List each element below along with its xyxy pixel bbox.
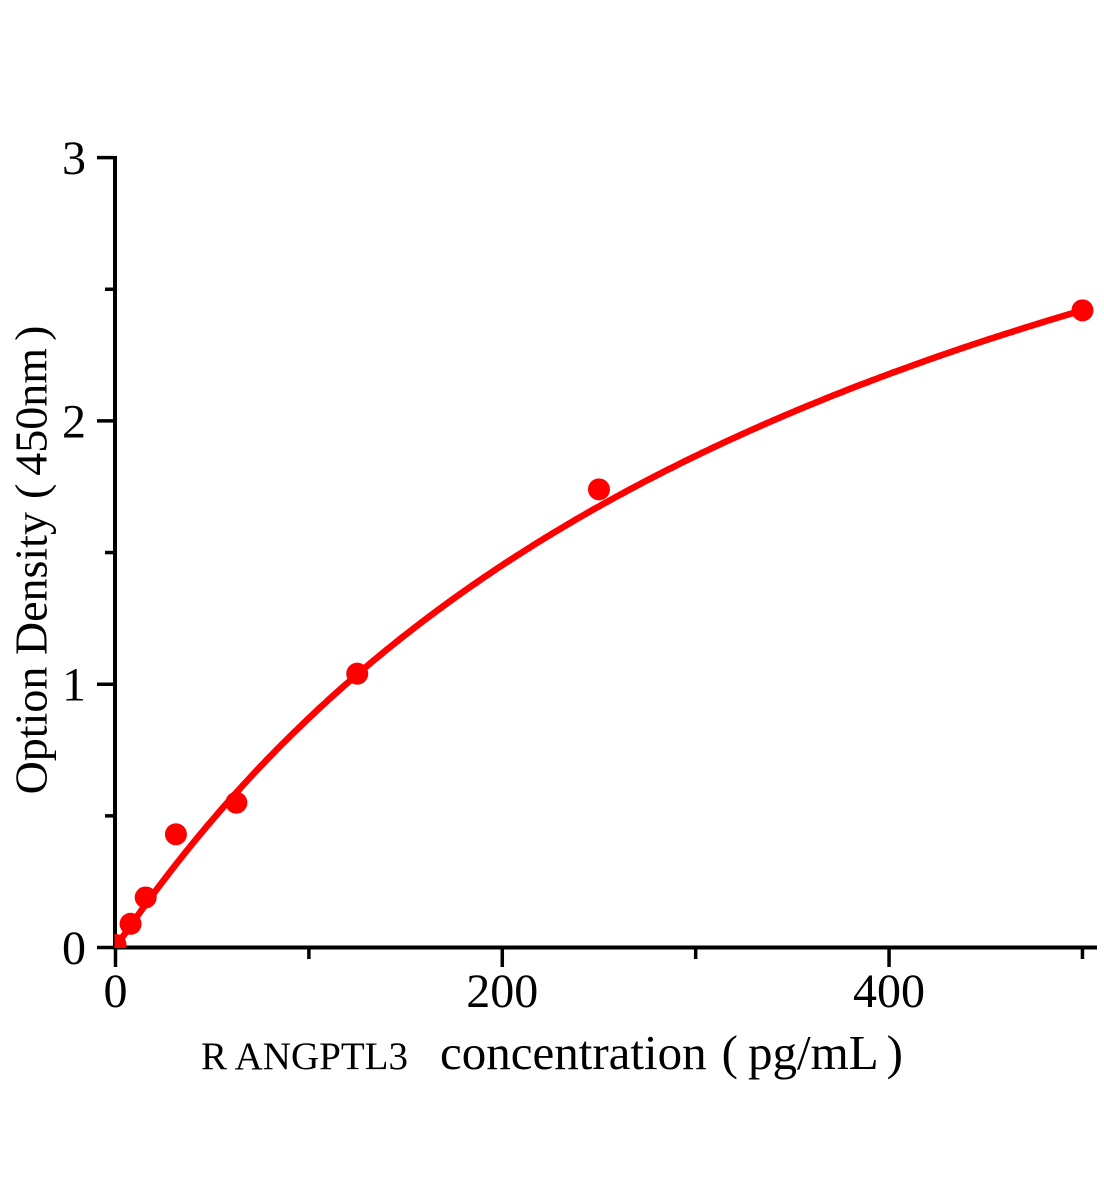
y-axis-title: Option Density (450nm) bbox=[5, 326, 58, 795]
y-tick-label: 3 bbox=[62, 132, 86, 185]
y-axis-title-paren-open-icon: ( bbox=[5, 483, 57, 500]
y-axis-title-paren-close-icon: ) bbox=[5, 325, 57, 341]
x-tick-label: 0 bbox=[104, 965, 128, 1018]
data-point bbox=[1071, 299, 1094, 322]
data-point bbox=[164, 823, 187, 846]
fit-curve bbox=[114, 307, 1084, 948]
data-point bbox=[134, 886, 157, 909]
data-point bbox=[114, 933, 127, 948]
x-tick-label: 400 bbox=[853, 965, 925, 1018]
y-tick-label: 2 bbox=[62, 395, 86, 448]
y-tick-label: 1 bbox=[62, 659, 86, 712]
data-point bbox=[346, 662, 369, 685]
data-point bbox=[587, 478, 610, 501]
x-axis-title-paren-open-icon: ( bbox=[721, 1025, 738, 1080]
y-axis-title-main: Option Density bbox=[5, 512, 57, 795]
x-axis-title-unit: pg/mL bbox=[747, 1025, 879, 1080]
x-axis-title-main: concentration bbox=[439, 1025, 707, 1080]
data-point bbox=[225, 791, 248, 814]
x-axis-title-prefix: R ANGPTL3 bbox=[201, 1035, 408, 1078]
x-axis-title-paren-close-icon: ) bbox=[886, 1025, 903, 1080]
x-tick-label: 200 bbox=[466, 965, 538, 1018]
y-axis-title-unit: 450nm bbox=[5, 347, 57, 476]
x-axis-title: R ANGPTL3 concentration (pg/mL) bbox=[0, 1024, 1104, 1081]
y-tick-label: 0 bbox=[62, 922, 86, 975]
data-point bbox=[119, 912, 142, 935]
